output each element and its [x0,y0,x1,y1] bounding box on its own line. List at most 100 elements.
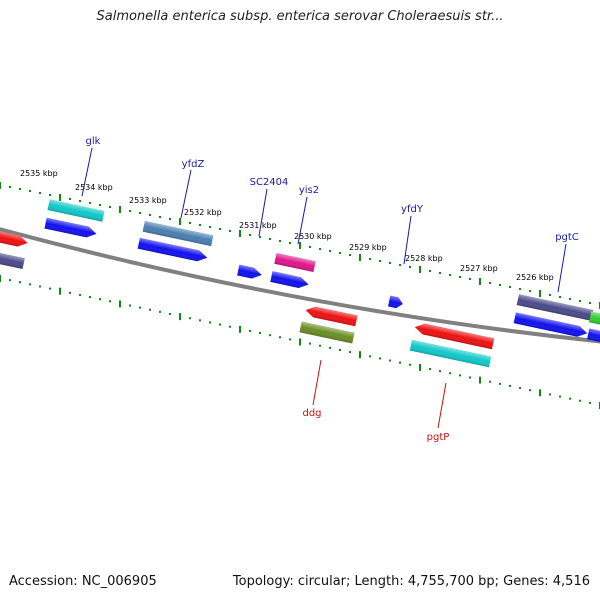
gene-label-glk[interactable]: glk [86,136,101,147]
minor-tick [139,306,141,309]
minor-tick [389,359,391,362]
minor-tick [389,262,391,264]
minor-tick [99,204,101,206]
feature-gloss [513,312,588,337]
tick-layer [0,182,600,409]
gene-label-yfdZ[interactable]: yfdZ [182,159,205,170]
feature-yfdY-cds[interactable] [388,295,404,310]
minor-tick [249,329,251,332]
kbp-label: 2532 kbp [184,208,222,217]
feature-gloss [274,252,316,273]
minor-tick [139,212,141,214]
minor-tick [319,344,321,347]
feature-yis2-cds[interactable] [270,271,309,290]
gene-label-yfdY[interactable]: yfdY [401,204,424,215]
kbp-label-layer: 2535 kbp 2534 kbp 2533 kbp 2532 kbp 2531… [20,169,554,282]
feature-pgtC-cds[interactable] [513,312,589,338]
major-tick [359,351,361,359]
major-tick [179,313,181,321]
accession-text: Accession: NC_006905 [9,574,157,589]
minor-tick [89,202,91,204]
minor-tick [329,250,331,252]
major-tick [299,338,301,346]
kbp-label: 2526 kbp [516,273,554,282]
minor-tick [579,399,581,402]
minor-tick [589,302,591,304]
minor-tick [399,264,401,266]
minor-tick [189,317,191,320]
minor-tick [439,272,441,274]
minor-tick [549,294,551,296]
feature-pgtP-cog[interactable] [409,339,492,368]
minor-tick [509,286,511,288]
minor-tick [279,240,281,242]
minor-tick [109,206,111,208]
feature-glk-cog[interactable] [47,199,105,222]
feature-yfdZ-cog[interactable] [142,220,214,247]
minor-tick [369,258,371,260]
minor-tick [459,276,461,278]
major-tick [419,266,421,273]
feature-cog-left-red[interactable] [0,230,29,249]
kbp-label: 2534 kbp [75,183,113,192]
feature-ddg-cog[interactable] [299,321,355,344]
feature-glk-cds[interactable] [44,217,97,240]
feature-SC2404-cds[interactable] [237,264,263,281]
gene-label-ddg[interactable]: ddg [302,408,321,419]
major-tick [359,254,361,261]
minor-tick [329,346,331,349]
feature-ddg-cds[interactable] [304,305,358,327]
major-tick [539,389,541,397]
feature-pgtC-cog[interactable] [516,294,594,321]
minor-tick [9,186,11,188]
minor-tick [269,334,271,337]
minor-tick [79,200,81,202]
feature-right-blue[interactable] [587,328,600,343]
major-tick [59,287,61,295]
minor-tick [39,285,41,288]
major-tick [539,290,541,297]
minor-tick [49,287,51,290]
minor-tick [579,300,581,302]
minor-tick [19,281,21,284]
major-tick [479,278,481,285]
feature-right-green[interactable] [589,311,600,326]
minor-tick [199,319,201,322]
gene-label-SC2404[interactable]: SC2404 [250,177,289,188]
feature-cog-left-purple[interactable] [0,252,25,269]
major-tick [59,194,61,201]
kbp-label: 2528 kbp [405,254,443,263]
minor-tick [409,266,411,268]
minor-tick [279,336,281,339]
minor-tick [69,198,71,200]
minor-tick [499,382,501,385]
leader-line [180,169,192,219]
gene-label-pgtP[interactable]: pgtP [427,432,450,443]
feature-gloss [0,230,28,247]
gene-label-pgtC[interactable]: pgtC [555,232,579,243]
minor-tick [499,284,501,286]
major-tick [239,230,241,237]
gene-label-yis2[interactable]: yis2 [299,185,319,196]
minor-tick [219,228,221,230]
minor-tick [449,274,451,276]
minor-tick [399,361,401,364]
feature-pgtP-cds[interactable] [414,322,495,350]
minor-tick [89,296,91,299]
feature-gloss [299,321,355,344]
feature-gloss [137,237,208,262]
minor-tick [259,332,261,335]
minor-tick [129,210,131,212]
kbp-label: 2531 kbp [239,221,277,230]
major-tick [0,182,1,189]
minor-tick [249,234,251,236]
minor-tick [9,279,11,282]
minor-tick [109,300,111,303]
leader-line [258,188,268,237]
feature-yis2-cog[interactable] [274,252,316,273]
minor-tick [229,325,231,328]
minor-tick [129,304,131,307]
major-tick [419,363,421,371]
leader-line [297,196,308,245]
feature-yfdZ-cds[interactable] [137,237,209,263]
